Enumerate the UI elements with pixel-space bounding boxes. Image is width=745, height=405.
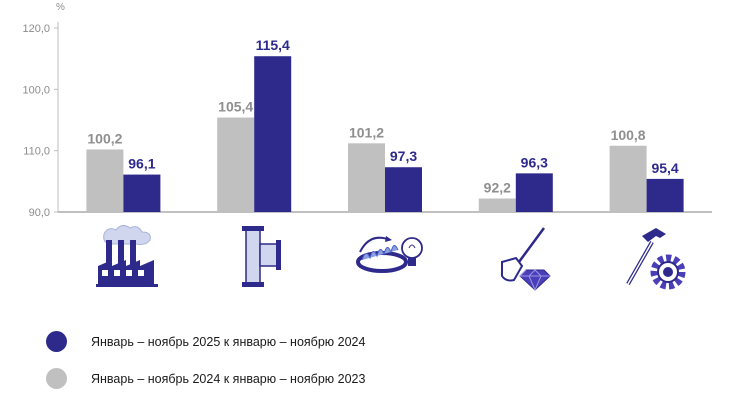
data-label-2024-1: 100,2 (87, 130, 122, 146)
data-label-2024-4: 92,2 (484, 180, 511, 196)
y-tick-label: 120,0 (22, 23, 50, 35)
bar-2025-4 (515, 173, 553, 212)
data-label-2025-4: 96,3 (521, 154, 548, 170)
bar-2025-2 (254, 56, 292, 212)
bar-2024-1 (86, 149, 124, 212)
legend-item-2024: Январь – ноябрь 2024 к январю – ноябрю 2… (46, 368, 365, 389)
data-labels: 100,2 96,1 105,4 115,4 101,2 97,3 92,2 96,3 100,… (87, 37, 679, 195)
legend-swatch-2025 (46, 331, 67, 352)
y-unit: % (56, 2, 65, 13)
data-label-2025-1: 96,1 (128, 156, 155, 172)
legend-item-2025: Январь – ноябрь 2025 к январю – ноябрю 2… (46, 331, 365, 352)
pipe-fitting-icon (242, 226, 281, 287)
hammer-gear-icon (626, 228, 686, 290)
data-label-2025-3: 97,3 (390, 148, 417, 164)
y-tick-label: 100,0 (22, 84, 50, 96)
y-tick-label: 110,0 (23, 146, 50, 158)
bar-chart: 100,2 96,1 105,4 115,4 101,2 97,3 92,2 96,3 100,… (22, 2, 712, 292)
gas-burner-bulb-icon (356, 236, 423, 273)
bar-2024-4 (478, 198, 516, 212)
legend-label-2024: Январь – ноябрь 2024 к январю – ноябрю 2… (91, 371, 366, 386)
bar-2025-1 (123, 174, 161, 212)
bars (86, 56, 684, 212)
legend-swatch-2024 (46, 368, 67, 389)
factory-icon (96, 224, 158, 287)
legend-label-2025: Январь – ноябрь 2025 к январю – ноябрю 2… (91, 334, 366, 349)
data-label-2024-2: 105,4 (218, 99, 253, 115)
bar-2024-5 (609, 145, 647, 212)
data-label-2025-5: 95,4 (651, 160, 678, 176)
shovel-diamond-icon (501, 227, 551, 292)
bar-2024-2 (217, 117, 255, 212)
data-label-2025-2: 115,4 (256, 37, 290, 53)
data-label-2024-3: 101,2 (349, 124, 384, 140)
bar-2025-3 (385, 167, 422, 212)
y-axis: 90,0 100,0 110,0 120,0 (22, 23, 50, 219)
data-label-2024-5: 100,8 (611, 127, 646, 143)
bar-2024-3 (348, 143, 385, 212)
bar-2025-5 (646, 178, 684, 212)
y-tick-label: 90,0 (29, 207, 50, 219)
